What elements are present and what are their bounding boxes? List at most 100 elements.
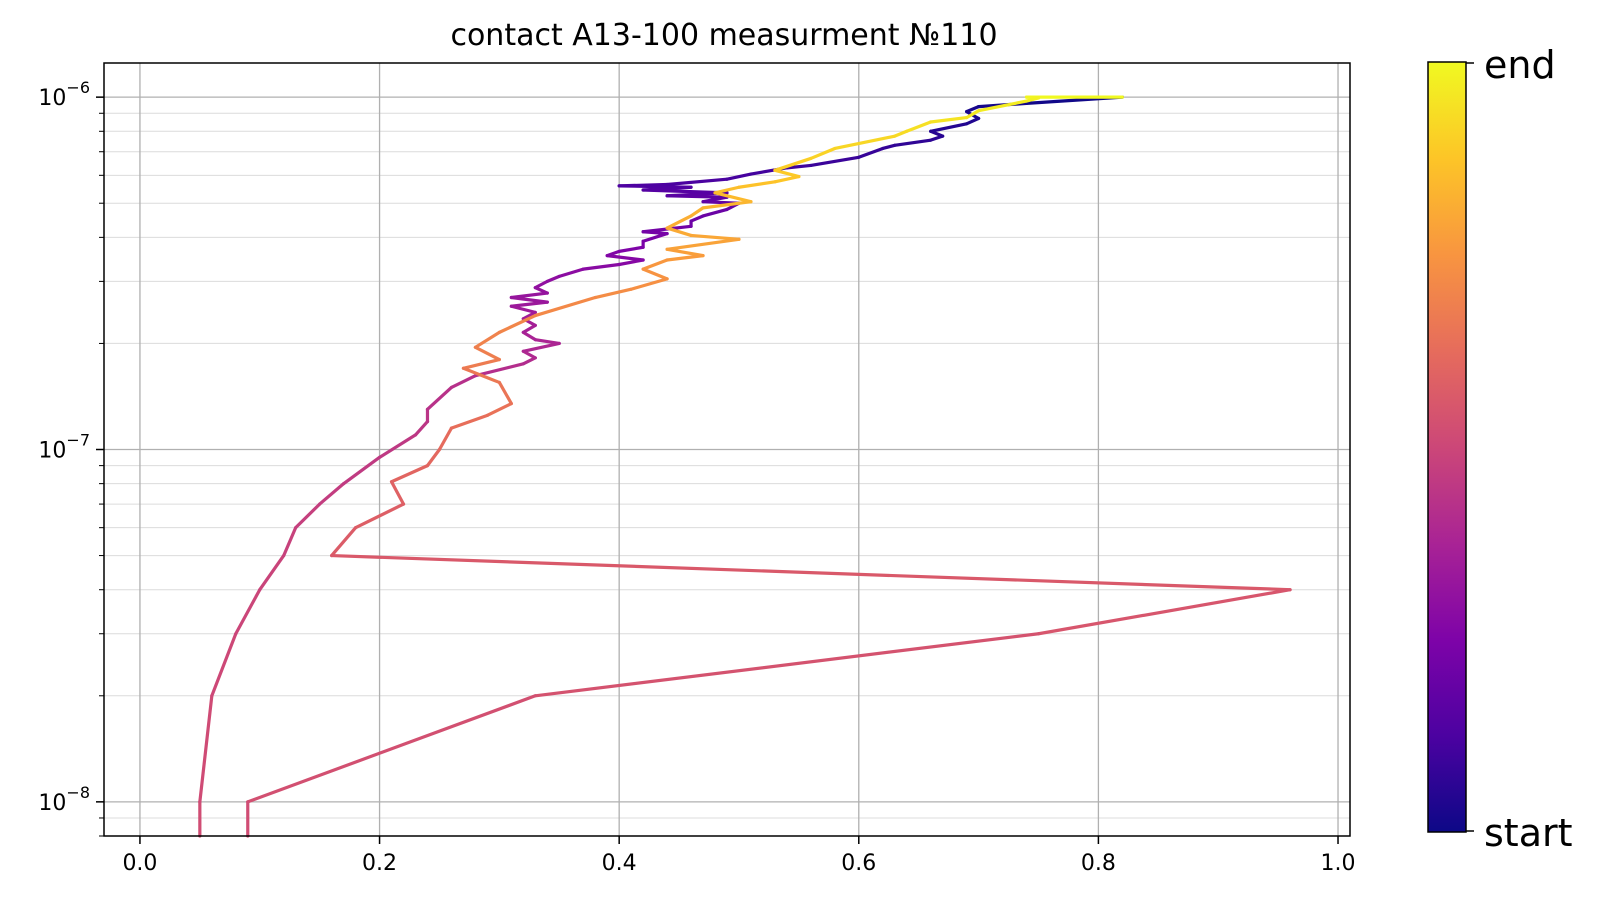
line-segment (629, 277, 669, 291)
y-tick-label: 10−8 (38, 783, 90, 816)
line-segment (557, 267, 585, 278)
line-segment (665, 214, 693, 230)
x-tick-label: 0.6 (841, 851, 876, 876)
line-segment (533, 295, 597, 318)
line-segment (533, 338, 561, 346)
line-segment (485, 401, 513, 417)
line-segment (294, 502, 322, 530)
line-segment (473, 345, 501, 362)
x-tick-label: 0.4 (602, 851, 637, 876)
line-segment (605, 249, 621, 258)
line-segment (1036, 588, 1292, 636)
line-segment (246, 694, 537, 804)
line-segment (521, 330, 537, 342)
line-segment (1024, 96, 1041, 103)
line-segment (689, 233, 741, 241)
line-segment (461, 366, 501, 385)
line-segment (725, 172, 753, 181)
line-segment (929, 122, 969, 133)
line-segment (689, 206, 705, 218)
line-segment (893, 129, 909, 138)
line-segment (521, 323, 537, 334)
line-segment (965, 116, 981, 126)
data-line (198, 95, 1292, 838)
line-segment (641, 267, 669, 281)
line-segment (533, 632, 1041, 698)
line-segment (449, 374, 478, 390)
line-segment (353, 502, 406, 530)
line-segment (521, 356, 537, 366)
line-segment (833, 134, 897, 151)
line-segment (258, 553, 286, 592)
line-segment (473, 330, 501, 349)
line-segment (905, 120, 933, 133)
chart-title: contact A13-100 measurment №110 (450, 18, 997, 53)
colorbar-label-end: end (1484, 43, 1556, 87)
line-segment (521, 341, 561, 353)
x-tick-label: 0.0 (122, 851, 157, 876)
line-segment (965, 109, 981, 120)
line-segment (929, 115, 969, 124)
y-tick-label: 10−7 (38, 431, 90, 464)
line-segment (965, 105, 981, 114)
line-segment (342, 455, 382, 486)
line-segment (234, 588, 262, 636)
line-segment (773, 156, 813, 172)
line-segment (318, 482, 346, 506)
line-segment (665, 254, 705, 262)
x-axis-ticks: 0.0 0.2 0.4 0.6 0.8 1.0 (122, 836, 1356, 876)
line-segment (449, 413, 489, 430)
line-segment (377, 433, 418, 459)
line-segment (413, 420, 430, 437)
line-segment (689, 214, 705, 223)
line-segment (461, 357, 501, 370)
line-segment (881, 143, 897, 151)
line-segment (330, 526, 358, 558)
line-segment (785, 163, 813, 170)
line-segment (809, 155, 861, 168)
line-segment (389, 464, 430, 484)
line-segment (605, 254, 645, 262)
line-segment (198, 694, 214, 804)
line-segment (641, 258, 669, 271)
line-segment (893, 138, 933, 147)
line-segment (701, 200, 753, 210)
line-segment (533, 286, 549, 295)
line-segment (665, 226, 693, 238)
line-segment (713, 191, 753, 204)
line-segment (713, 185, 741, 195)
line-segment (210, 632, 238, 698)
line-segment (425, 385, 454, 411)
line-segment (509, 291, 549, 300)
line-segment (473, 362, 525, 378)
line-segment (581, 262, 621, 271)
line-segment (330, 553, 1292, 592)
x-tick-label: 1.0 (1321, 851, 1356, 876)
line-segment (773, 174, 801, 184)
line-segment (617, 182, 669, 188)
line-segment (437, 426, 454, 452)
line-segment (701, 207, 729, 218)
line-segment (773, 168, 801, 179)
line-segment (533, 279, 549, 290)
line-segment (389, 480, 406, 506)
line-segment (593, 287, 633, 300)
line-segment (737, 180, 777, 189)
colorbar: end start (1427, 43, 1573, 855)
line-segment (282, 526, 298, 558)
colorbar-gradient (1427, 61, 1467, 833)
line-segment (665, 247, 705, 258)
line-segment (617, 245, 645, 253)
y-axis-ticks: 10−8 10−7 10−6 (38, 78, 104, 837)
line-segment (665, 177, 729, 187)
line-segment (976, 99, 1029, 113)
y-tick-label: 10−6 (38, 78, 90, 111)
line-segment (497, 380, 513, 406)
line-segment (545, 274, 561, 283)
line-segment (425, 447, 442, 468)
line-segment (857, 146, 885, 159)
line-segment (809, 146, 837, 161)
colorbar-label-start: start (1484, 811, 1573, 855)
x-tick-label: 0.8 (1081, 851, 1116, 876)
